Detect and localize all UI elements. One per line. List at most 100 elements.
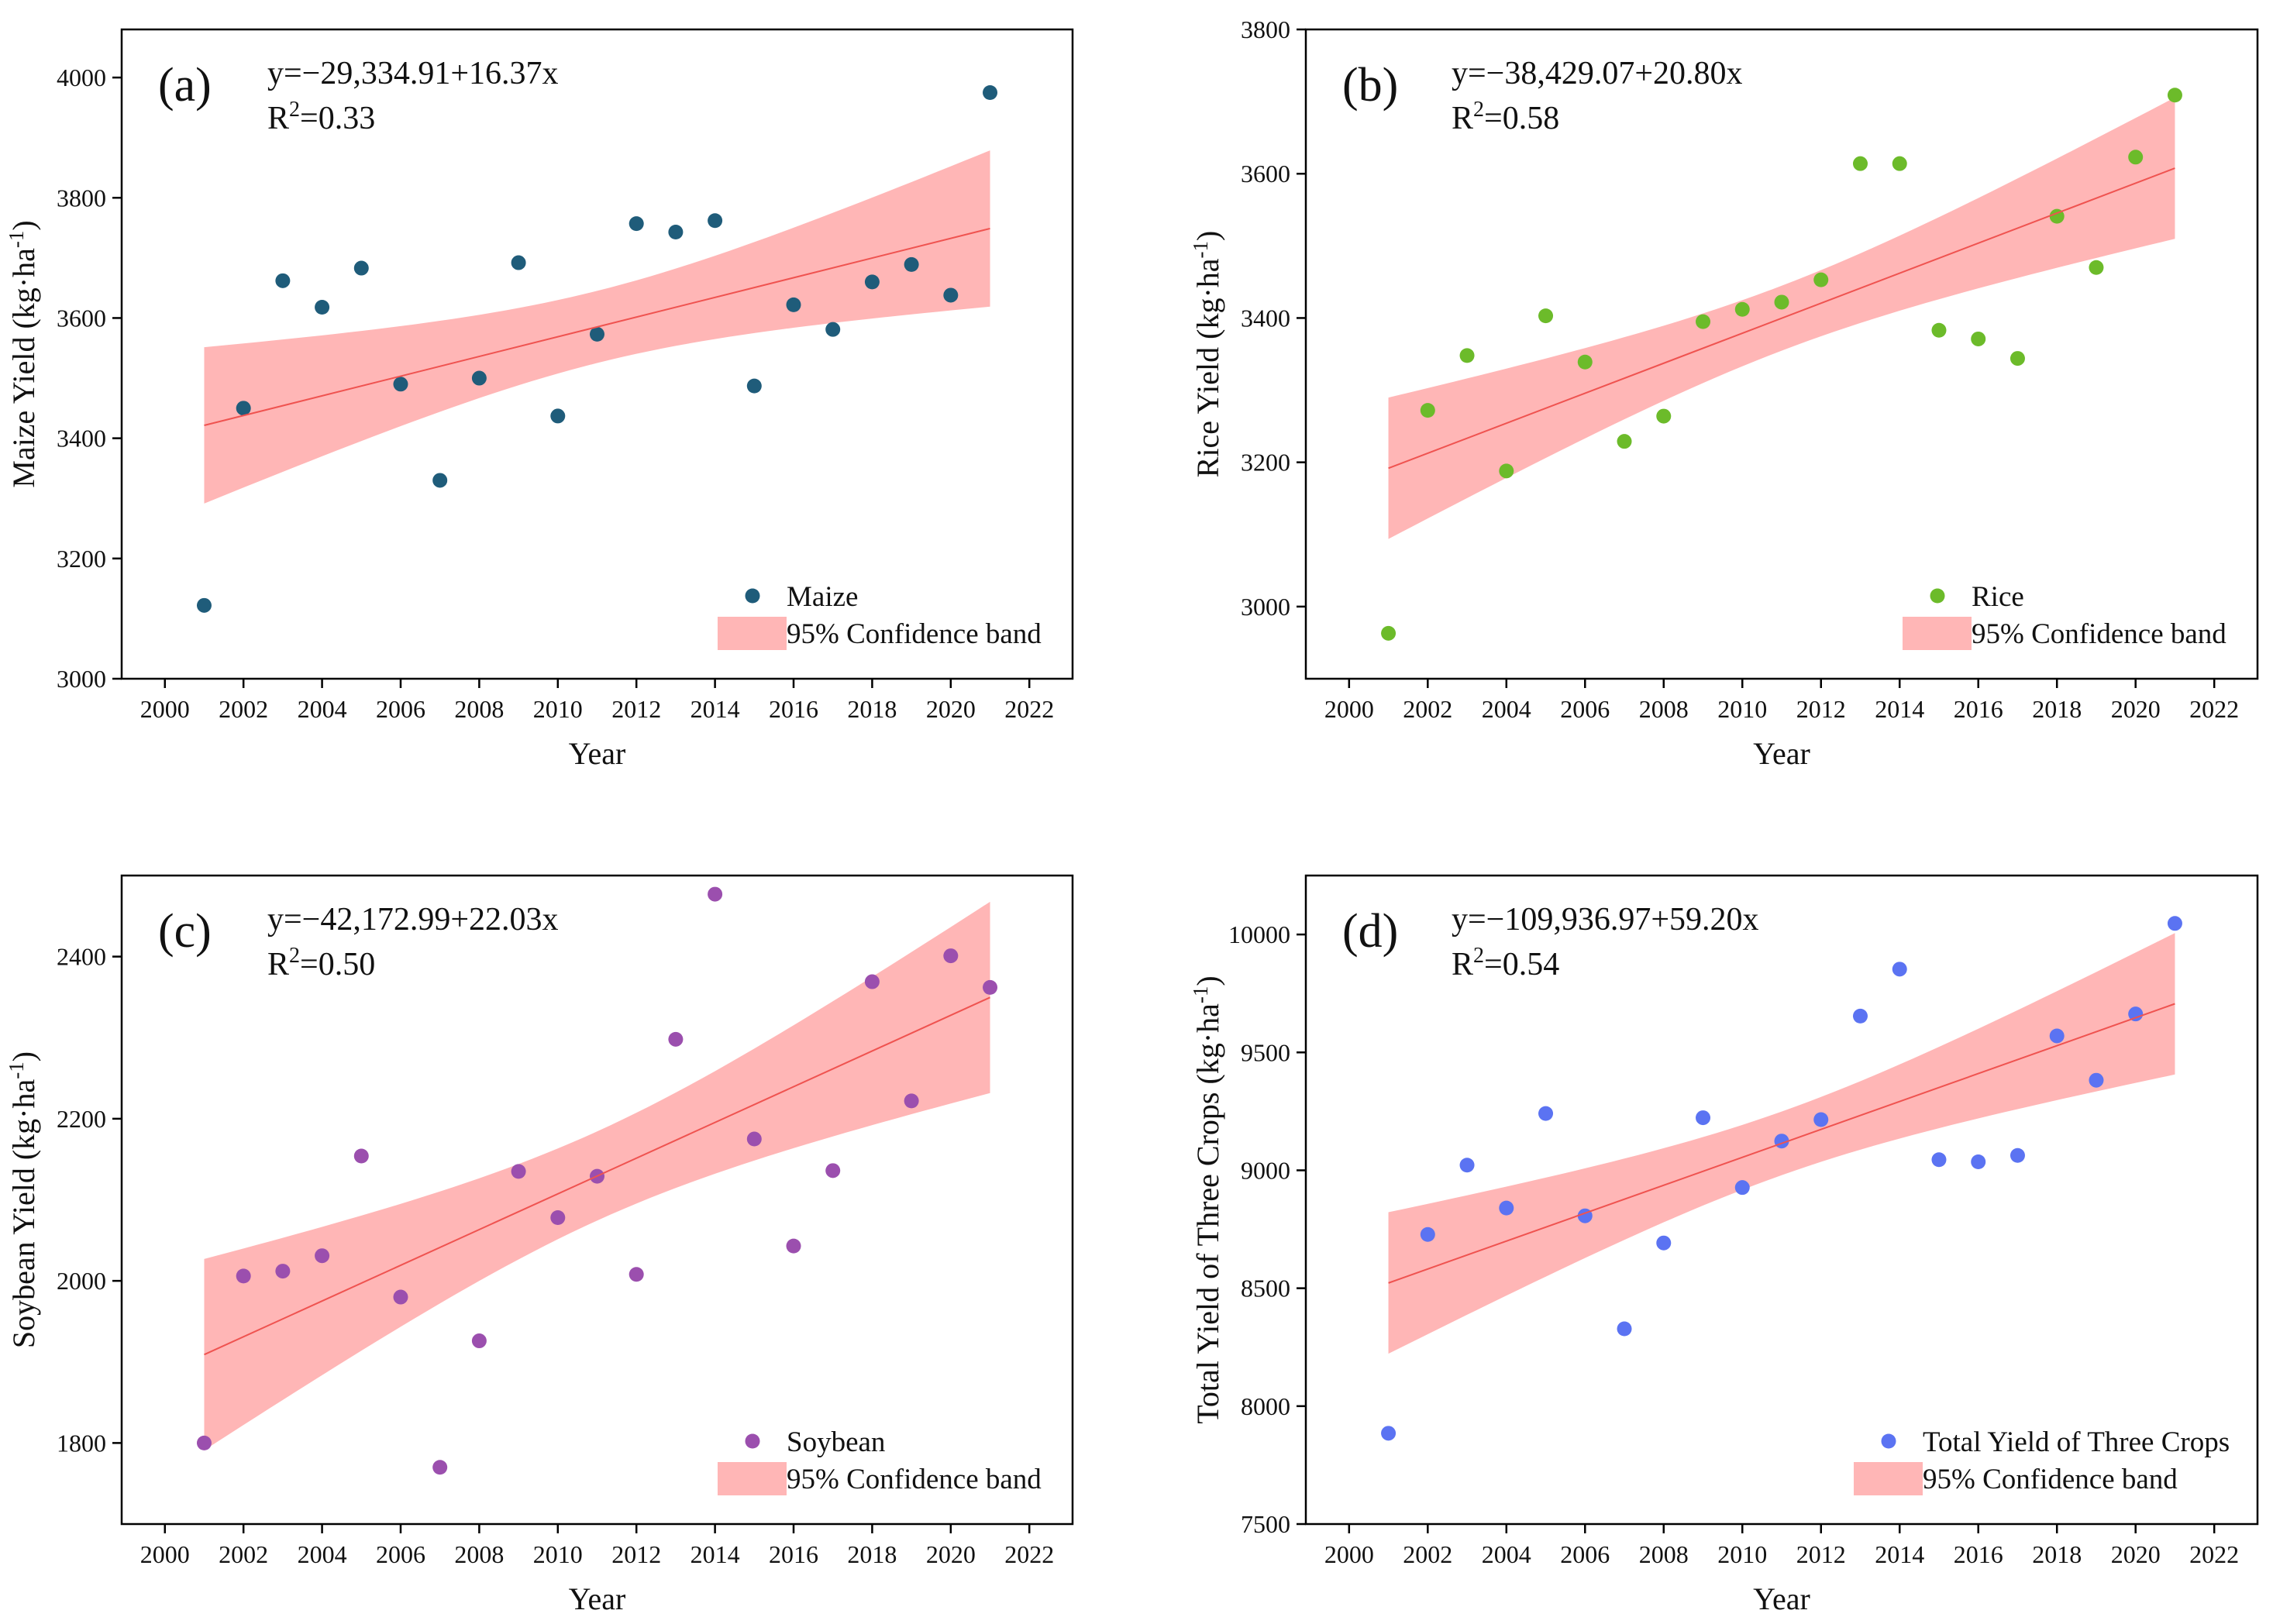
x-tick-label: 2022 [2189, 695, 2239, 723]
x-tick-label: 2006 [376, 695, 425, 723]
y-tick-label: 3600 [1241, 160, 1290, 188]
data-point [1538, 308, 1554, 324]
y-axis-title: Soybean Yield (kg·ha-1) [5, 1051, 41, 1348]
x-tick-label: 2002 [219, 695, 268, 723]
data-point [590, 326, 604, 342]
y-axis-title: Total Yield of Three Crops (kg·ha-1) [1189, 975, 1225, 1423]
data-point [2089, 1072, 2104, 1088]
x-tick-label: 2016 [1954, 1540, 2003, 1568]
data-point [2049, 1028, 2065, 1044]
data-point [904, 256, 919, 272]
data-point [315, 1248, 330, 1264]
data-point [1459, 348, 1475, 363]
data-point [1971, 1154, 1986, 1169]
x-tick-label: 2006 [376, 1540, 425, 1568]
data-point [1656, 1235, 1672, 1251]
y-tick-label: 3000 [57, 665, 106, 693]
fit-line [1388, 167, 2175, 470]
x-tick-label: 2010 [1717, 695, 1767, 723]
regression-equation: y=−38,429.07+20.80x [1452, 56, 1743, 91]
legend-series-label: Soybean [787, 1426, 885, 1458]
legend: Maize 95% Confidence band [718, 581, 1042, 650]
regression-equation: y=−29,334.91+16.37x [267, 56, 559, 91]
x-tick-label: 2014 [1875, 695, 1924, 723]
legend-marker [745, 1433, 760, 1449]
data-point [786, 1238, 801, 1254]
legend: Rice 95% Confidence band [1903, 581, 2227, 650]
data-point [1971, 331, 1986, 346]
legend-band-swatch [718, 1462, 787, 1495]
data-point [825, 322, 841, 337]
r-squared: R2=0.54 [1452, 944, 1559, 982]
data-point [1813, 272, 1829, 287]
axes-frame [120, 874, 1074, 1526]
data-point [353, 1148, 369, 1164]
x-tick-label: 2010 [533, 1540, 583, 1568]
y-tick-label: 2400 [57, 943, 106, 971]
legend-series-label: Total Yield of Three Crops [1923, 1426, 2230, 1458]
data-point [1852, 1008, 1868, 1024]
chart-panel-c: 2000 2002 2004 2006 2008 2010 2012 2014 2016 2018… [5, 874, 1074, 1616]
y-tick-label: 10000 [1228, 920, 1290, 948]
data-point [1459, 1158, 1475, 1173]
data-point [1617, 434, 1632, 449]
data-point [1499, 463, 1514, 479]
x-tick-label: 2008 [454, 1540, 504, 1568]
x-tick-label: 2018 [847, 695, 897, 723]
fit-line [1388, 1003, 2175, 1284]
x-tick-label: 2006 [1560, 695, 1610, 723]
data-point [511, 1164, 526, 1179]
regression-equation: y=−109,936.97+59.20x [1452, 902, 1759, 938]
data-point [2010, 1147, 2025, 1163]
data-point [825, 1163, 841, 1178]
x-tick-label: 2020 [926, 1540, 976, 1568]
data-point [943, 948, 959, 964]
data-point [432, 473, 448, 488]
y-tick-label: 2200 [57, 1105, 106, 1133]
x-tick-label: 2008 [1639, 1540, 1689, 1568]
legend-series-label: Rice [1972, 581, 2024, 613]
x-tick-label: 2012 [1796, 695, 1846, 723]
y-tick-label: 2000 [57, 1267, 106, 1295]
data-point [236, 401, 251, 416]
x-tick-label: 2014 [691, 695, 740, 723]
data-point [2167, 88, 2182, 103]
r-squared: R2=0.50 [267, 944, 375, 982]
data-point [1577, 354, 1593, 370]
x-tick-label: 2020 [2111, 695, 2161, 723]
legend-band-swatch [718, 617, 787, 650]
x-tick-label: 2008 [1639, 695, 1689, 723]
y-axis-title: Rice Yield (kg·ha-1) [1189, 231, 1225, 478]
data-point [2167, 916, 2182, 931]
regression-equation: y=−42,172.99+22.03x [267, 902, 559, 938]
x-tick-label: 2012 [611, 1540, 661, 1568]
legend-band-label: 95% Confidence band [787, 1464, 1042, 1495]
panel-label: (a) [158, 59, 212, 112]
x-tick-label: 2004 [1482, 1540, 1531, 1568]
y-tick-label: 3000 [1241, 593, 1290, 621]
x-tick-label: 2012 [1796, 1540, 1846, 1568]
data-point [864, 974, 880, 989]
data-point [1892, 156, 1907, 171]
y-tick-label: 8500 [1241, 1275, 1290, 1302]
data-point [353, 260, 369, 276]
legend-band-swatch [1854, 1462, 1923, 1495]
data-point [1813, 1112, 1829, 1127]
y-tick-label: 3600 [57, 304, 106, 332]
legend-band-label: 95% Confidence band [787, 618, 1042, 650]
axes-frame [1304, 28, 2259, 680]
data-point [1656, 408, 1672, 424]
data-point [471, 1333, 487, 1349]
data-point [275, 1264, 291, 1279]
x-tick-label: 2006 [1560, 1540, 1610, 1568]
x-tick-label: 2022 [1004, 695, 1054, 723]
r-squared: R2=0.33 [267, 98, 375, 136]
data-point [708, 213, 723, 229]
data-point [2089, 260, 2104, 275]
data-point [432, 1460, 448, 1475]
x-tick-label: 2014 [691, 1540, 740, 1568]
fit-line [204, 996, 990, 1356]
data-point [1420, 403, 1435, 418]
legend-band-label: 95% Confidence band [1923, 1464, 2178, 1495]
data-point [708, 886, 723, 902]
